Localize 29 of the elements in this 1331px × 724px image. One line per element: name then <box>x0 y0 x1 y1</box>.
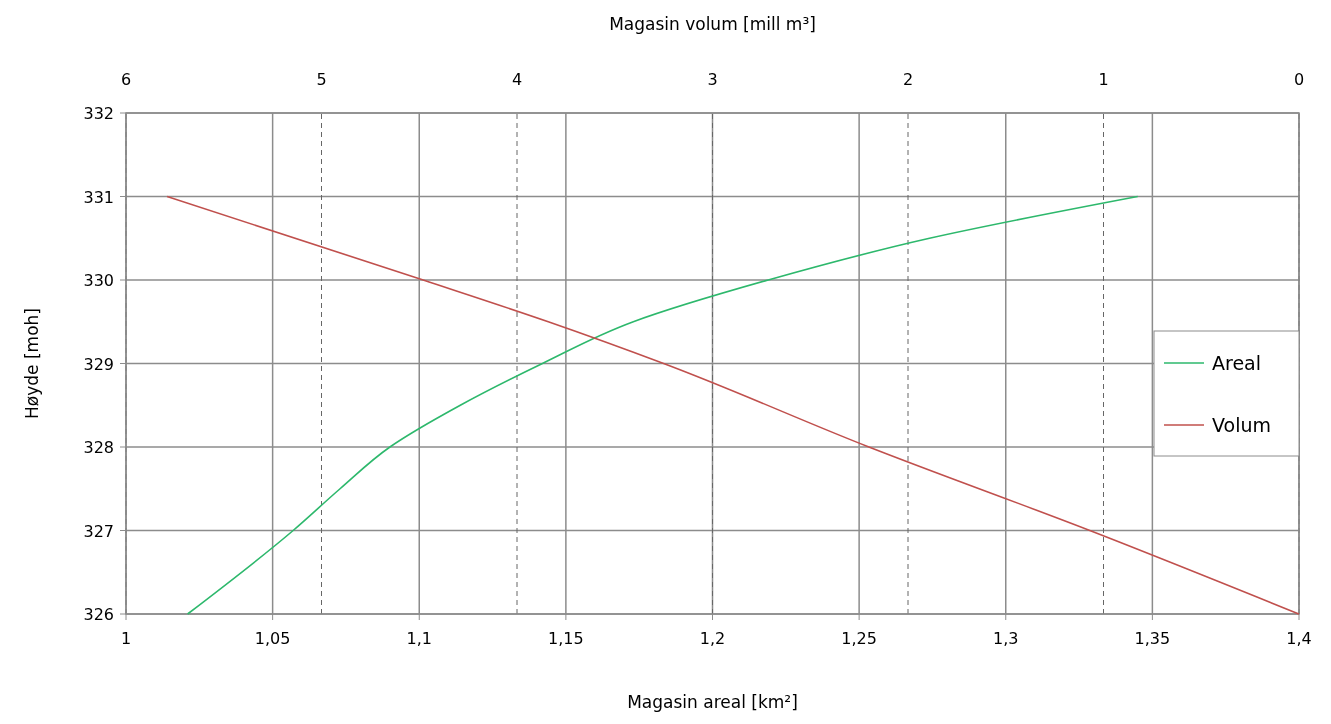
y-tick-label: 327 <box>83 521 114 541</box>
x2-tick-label: 2 <box>902 70 914 89</box>
legend-label: Volum <box>1212 414 1271 436</box>
x2-tick-label: 3 <box>707 70 718 89</box>
x-axis-title: Magasin areal [km²] <box>627 692 798 712</box>
x-tick-label: 1,1 <box>406 629 432 648</box>
x-tick-label: 1,4 <box>1286 629 1312 648</box>
y-tick-label: 328 <box>83 438 114 457</box>
x2-tick-label: 6 <box>120 70 132 89</box>
x-tick-label: 1,35 <box>1134 629 1171 648</box>
y-tick-label: 330 <box>83 271 114 290</box>
x-tick-label: 1 <box>120 629 132 648</box>
y-tick-label: 331 <box>83 187 114 207</box>
x-tick-label: 1,2 <box>699 629 726 648</box>
x-tick-label: 1,3 <box>993 629 1019 648</box>
line-series <box>186 195 1139 615</box>
x2-tick-label: 0 <box>1293 70 1305 89</box>
x-tick-label: 1,25 <box>841 629 877 648</box>
x-tick-label: 1,15 <box>548 629 584 648</box>
x2-tick-label: 4 <box>511 70 523 89</box>
y-tick-label: 329 <box>83 354 114 374</box>
legend-label: Areal <box>1212 352 1262 374</box>
y-axis-title: Høyde [moh] <box>22 308 42 419</box>
x-tick-label: 1,05 <box>254 629 291 648</box>
y-tick-label: 332 <box>83 104 114 123</box>
x2-tick-label: 5 <box>316 70 327 89</box>
y-tick-label: 326 <box>83 605 114 624</box>
x2-tick-label: 1 <box>1098 70 1109 89</box>
x2-axis-title: Magasin volum [mill m³] <box>609 14 816 34</box>
